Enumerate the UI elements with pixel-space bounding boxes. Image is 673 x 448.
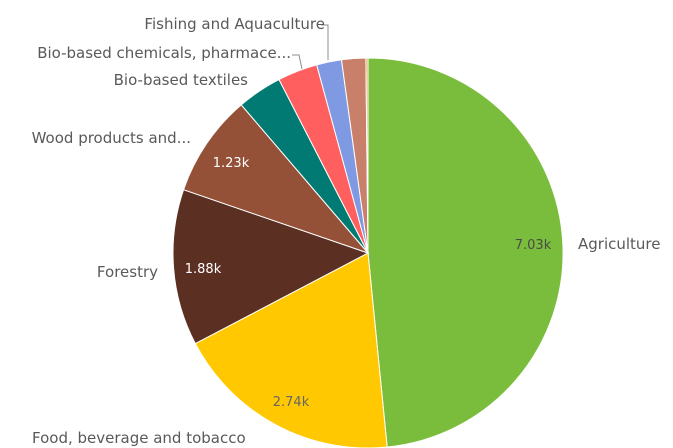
value-label-3: 1.23k bbox=[213, 156, 250, 171]
leader-line-7 bbox=[321, 24, 329, 60]
pie-slice-3[interactable] bbox=[182, 104, 370, 255]
slice-label-6: Bio-based chemicals, pharmace... bbox=[37, 44, 291, 62]
slice-label-3: Wood products and... bbox=[32, 129, 191, 147]
slice-label-1: Food, beverage and tobacco bbox=[32, 429, 246, 447]
leader-line-6 bbox=[292, 54, 303, 70]
slice-label-5: Bio-based textiles bbox=[114, 71, 249, 89]
pie-slice-2[interactable] bbox=[172, 189, 370, 345]
slice-label-0: Agriculture bbox=[578, 235, 661, 253]
value-label-0: 7.03k bbox=[515, 238, 552, 253]
slice-label-7: Fishing and Aquaculture bbox=[144, 15, 325, 33]
pie-slice-8[interactable] bbox=[365, 57, 369, 254]
slice-label-2: Forestry bbox=[97, 263, 158, 281]
pie-slice-0[interactable] bbox=[367, 57, 564, 448]
value-label-1: 2.74k bbox=[273, 395, 310, 410]
value-label-2: 1.88k bbox=[185, 262, 222, 277]
